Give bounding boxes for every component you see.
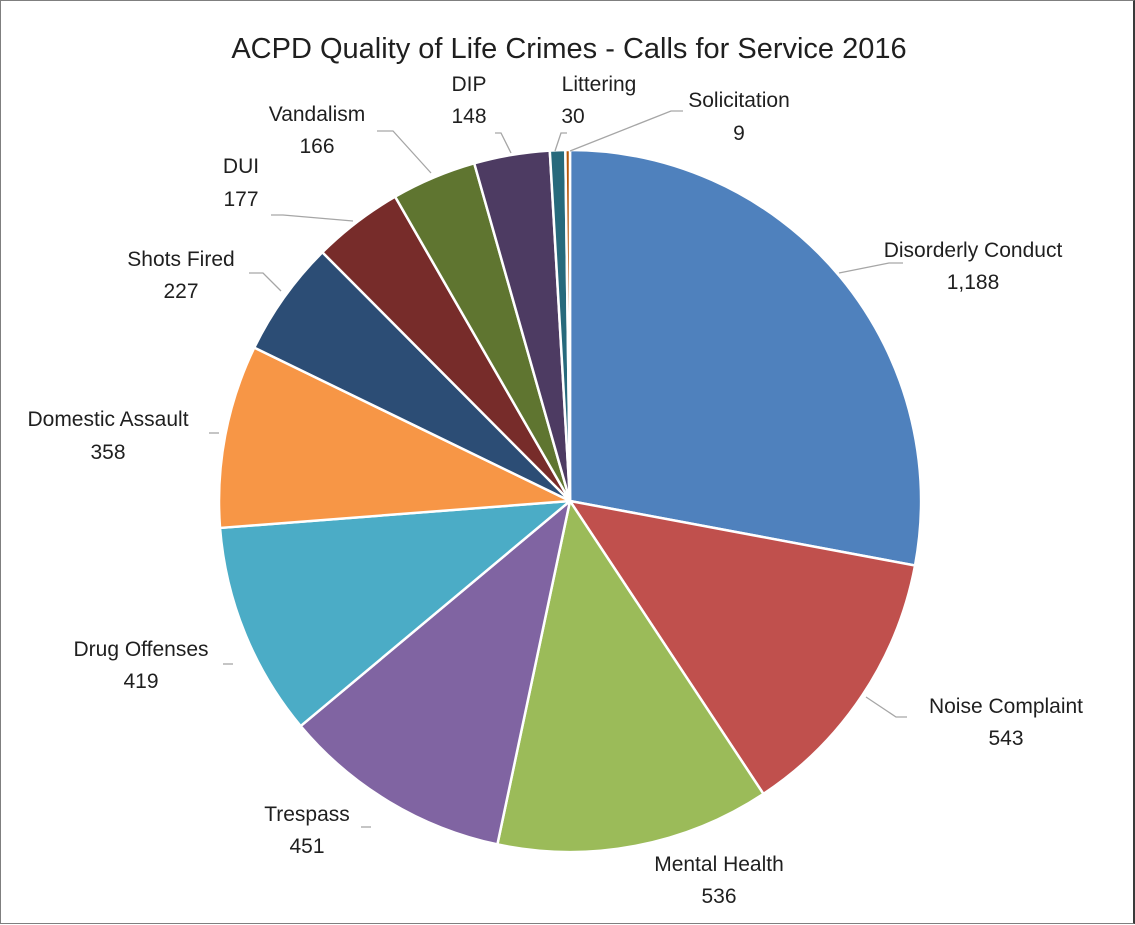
- slice-value-drug-offenses: 419: [123, 670, 158, 693]
- slice-label-shots-fired: Shots Fired: [127, 248, 234, 271]
- slice-label-trespass: Trespass: [264, 803, 350, 826]
- slice-label-dui: DUI: [223, 155, 259, 178]
- slice-label-dip: DIP: [451, 73, 486, 96]
- slice-value-trespass: 451: [289, 835, 324, 858]
- slice-value-mental-health: 536: [701, 885, 736, 908]
- slice-value-noise-complaint: 543: [988, 727, 1023, 750]
- slice-label-domestic-assault: Domestic Assault: [27, 408, 188, 431]
- pie-slice-mental-health: [496, 499, 765, 854]
- slice-labels: Disorderly Conduct 1,188 Noise Complaint 54…: [27, 73, 1083, 908]
- slice-value-shots-fired: 227: [163, 280, 198, 303]
- pie-slice-domestic-assault: [217, 346, 572, 530]
- pie-slice-drug-offenses: [218, 499, 572, 728]
- slice-label-disorderly-conduct: Disorderly Conduct: [884, 239, 1063, 262]
- slice-value-dip: 148: [451, 105, 486, 128]
- slice-value-disorderly-conduct: 1,188: [947, 271, 1000, 294]
- slice-label-noise-complaint: Noise Complaint: [929, 695, 1083, 718]
- leader-lines: [209, 110, 907, 828]
- pie-slice-solicitation: [564, 148, 572, 503]
- slice-label-solicitation: Solicitation: [688, 89, 790, 112]
- chart-title: ACPD Quality of Life Crimes - Calls for …: [231, 33, 906, 65]
- slice-label-vandalism: Vandalism: [269, 103, 366, 126]
- pie-slice-disorderly-conduct: [568, 148, 923, 567]
- slice-label-mental-health: Mental Health: [654, 853, 784, 876]
- slice-value-dui: 177: [223, 188, 258, 211]
- leader-line-littering: [554, 132, 567, 152]
- slice-value-solicitation: 9: [733, 122, 745, 145]
- leader-line-shots-fired: [249, 272, 282, 292]
- pie-slice-noise-complaint: [568, 499, 917, 796]
- slice-value-littering: 30: [561, 105, 584, 128]
- slice-label-drug-offenses: Drug Offenses: [73, 638, 208, 661]
- slice-value-domestic-assault: 358: [90, 441, 125, 464]
- leader-line-dip: [495, 132, 512, 154]
- pie-slice-trespass: [299, 499, 572, 846]
- slice-value-vandalism: 166: [299, 135, 334, 158]
- leader-line-solicitation: [569, 110, 683, 152]
- leader-line-dui: [271, 214, 354, 222]
- leader-line-noise-complaint: [865, 696, 907, 718]
- leader-line-vandalism: [377, 130, 432, 174]
- slice-label-littering: Littering: [562, 73, 637, 96]
- pie-slices: [217, 148, 923, 854]
- leader-line-disorderly-conduct: [838, 262, 903, 274]
